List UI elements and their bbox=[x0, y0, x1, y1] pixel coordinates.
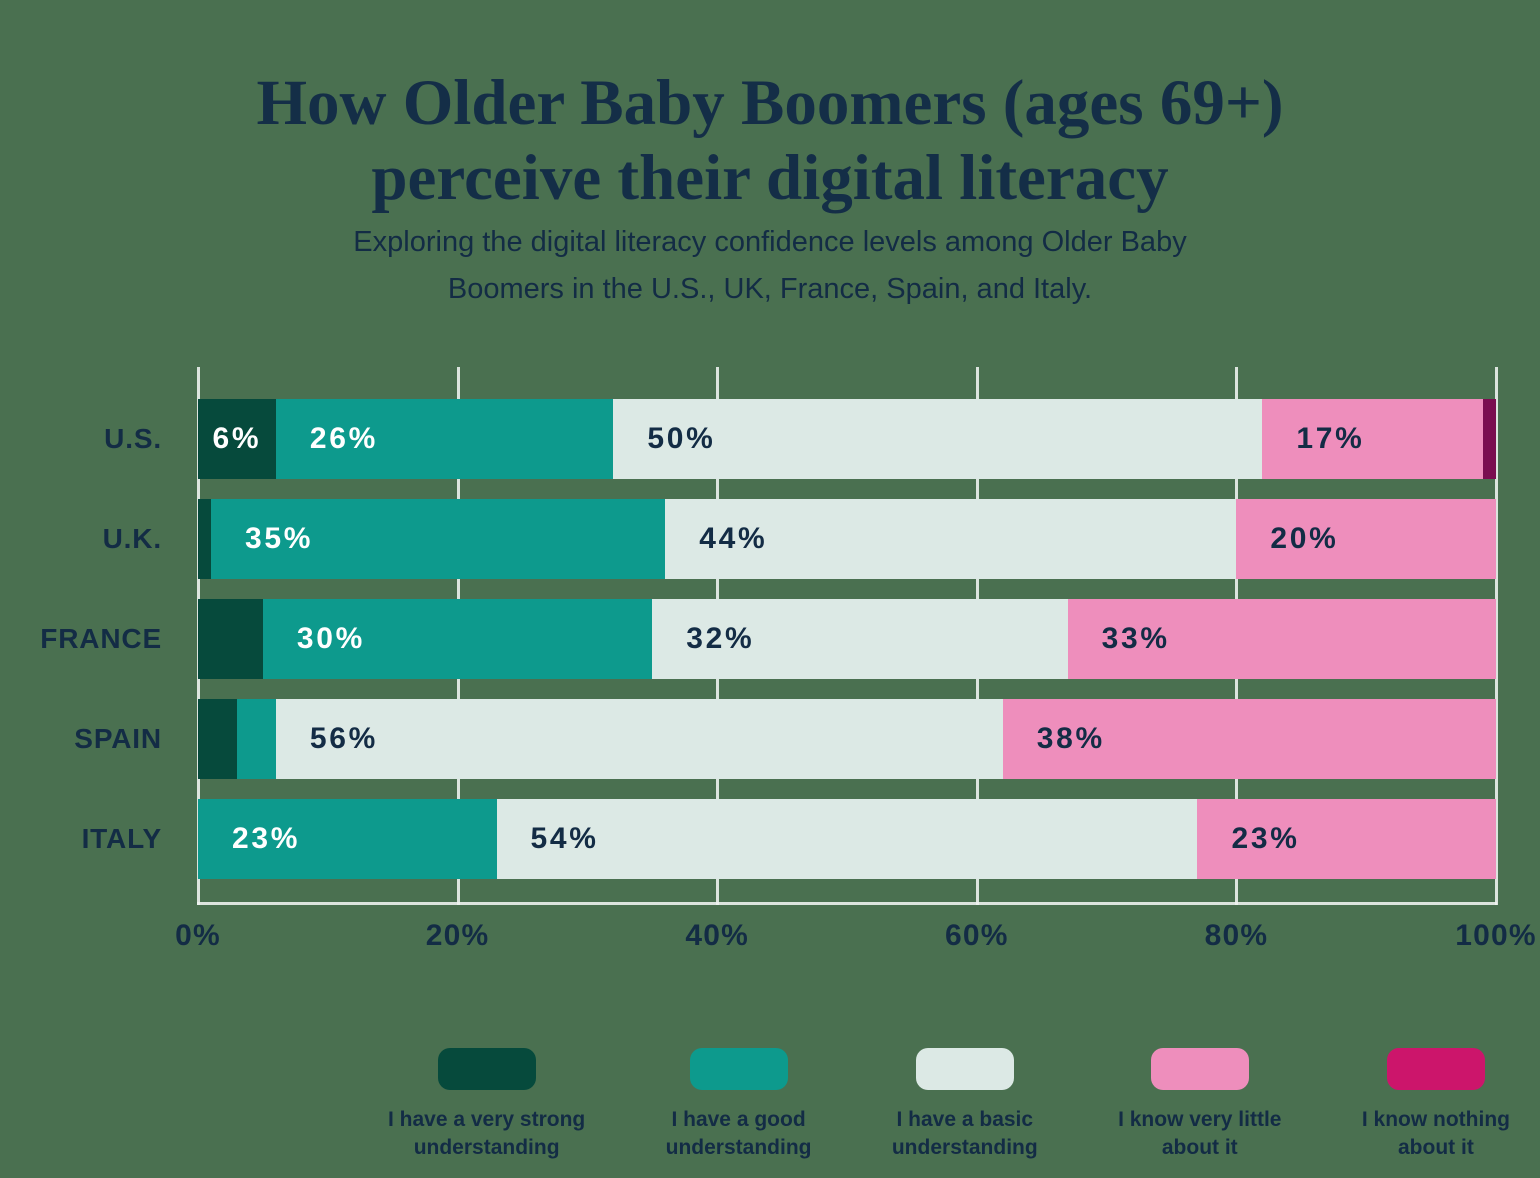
bar-value-label: 30% bbox=[296, 622, 366, 655]
x-tick-label: 0% bbox=[175, 919, 221, 952]
bar-segment: 30% bbox=[262, 599, 653, 679]
chart-subtitle-line1: Exploring the digital literacy confidenc… bbox=[353, 226, 1187, 258]
legend-label: I know very little about it bbox=[1118, 1108, 1282, 1160]
legend-item: I have a basic understanding bbox=[892, 1048, 1038, 1163]
bar-segment: 26% bbox=[275, 399, 614, 479]
bar-segment: 17% bbox=[1262, 399, 1483, 479]
bar-segment bbox=[198, 499, 211, 579]
bar-segment: 35% bbox=[210, 499, 666, 579]
chart-subtitle: Exploring the digital literacy confidenc… bbox=[0, 219, 1540, 313]
bar-row: 6% 26% 50% 17% bbox=[198, 399, 1496, 479]
chart-title-line2: perceive their digital literacy bbox=[371, 141, 1169, 214]
bar-row: 35% 44% 20% bbox=[198, 499, 1496, 579]
bar-value-label: 44% bbox=[699, 522, 768, 555]
x-tick-label: 60% bbox=[944, 919, 1009, 952]
category-label: ITALY bbox=[81, 823, 162, 854]
legend-swatch bbox=[437, 1048, 536, 1090]
bar-value-label: 20% bbox=[1270, 522, 1339, 555]
bar-segment: 23% bbox=[1197, 799, 1496, 879]
bar-segment: 44% bbox=[665, 499, 1237, 579]
legend-label: I know nothing about it bbox=[1361, 1108, 1510, 1160]
bar-segment bbox=[236, 699, 276, 779]
bar-value-label: 26% bbox=[309, 422, 379, 455]
bar-segment: 38% bbox=[1002, 699, 1496, 779]
bar-segment: 6% bbox=[198, 399, 276, 479]
bar-value-label: 54% bbox=[530, 822, 599, 855]
bar-segment: 20% bbox=[1236, 499, 1496, 579]
legend-swatch bbox=[915, 1048, 1014, 1090]
bar-segment bbox=[1483, 399, 1496, 479]
category-label: U.K. bbox=[102, 523, 162, 554]
category-label: U.S. bbox=[104, 423, 162, 454]
bar-value-label: 35% bbox=[244, 522, 314, 555]
gridline bbox=[1495, 367, 1498, 905]
bar-value-label: 33% bbox=[1101, 622, 1170, 655]
x-tick-label: 20% bbox=[425, 919, 490, 952]
bar-segment: 23% bbox=[198, 799, 497, 879]
legend: I have a very strong understanding I have… bbox=[388, 1048, 1510, 1163]
x-tick-label: 100% bbox=[1455, 919, 1537, 952]
bar-value-label: 50% bbox=[647, 422, 716, 455]
x-axis-baseline bbox=[197, 902, 1497, 905]
bar-segment: 32% bbox=[652, 599, 1068, 679]
bar-segment bbox=[198, 699, 237, 779]
bar-segment: 54% bbox=[496, 799, 1198, 879]
bar-value-label: 17% bbox=[1296, 422, 1365, 455]
chart-subtitle-line2: Boomers in the U.S., UK, France, Spain, … bbox=[447, 272, 1093, 305]
bar-value-label: 6% bbox=[212, 422, 262, 455]
bar-segment: 33% bbox=[1067, 599, 1496, 679]
legend-swatch bbox=[1150, 1048, 1249, 1090]
legend-swatch bbox=[689, 1048, 788, 1090]
legend-label: I have a good understanding bbox=[665, 1108, 812, 1160]
chart-title: How Older Baby Boomers (ages 69+) perceiv… bbox=[0, 66, 1540, 217]
bar-value-label: 38% bbox=[1036, 722, 1105, 755]
plot-area: 0% 20% 40% 60% 80% 100% U.S. 6% 26% 50% 17% U.K. 35%… bbox=[40, 367, 1536, 952]
legend-item: I have a very strong understanding bbox=[388, 1048, 585, 1163]
bar-row: 30% 32% 33% bbox=[198, 599, 1496, 679]
category-label: FRANCE bbox=[40, 623, 162, 654]
legend-label: I have a basic understanding bbox=[891, 1108, 1038, 1160]
chart-title-line1: How Older Baby Boomers (ages 69+) bbox=[256, 66, 1284, 139]
legend-label: I have a very strong understanding bbox=[388, 1108, 586, 1160]
bar-segment: 56% bbox=[275, 699, 1003, 779]
x-tick-label: 40% bbox=[685, 919, 750, 952]
bar-value-label: 23% bbox=[1231, 822, 1300, 855]
legend-item: I know very little about it bbox=[1118, 1048, 1281, 1163]
bar-row: 56% 38% bbox=[198, 699, 1496, 779]
bar-value-label: 56% bbox=[309, 722, 379, 755]
bar-value-label: 23% bbox=[232, 822, 301, 855]
bar-row: 23% 54% 23% bbox=[198, 799, 1496, 879]
bar-segment bbox=[198, 599, 263, 679]
legend-swatch bbox=[1386, 1048, 1485, 1090]
category-label: SPAIN bbox=[74, 723, 162, 754]
bar-segment: 50% bbox=[613, 399, 1263, 479]
legend-item: I know nothing about it bbox=[1362, 1048, 1510, 1163]
x-tick-label: 80% bbox=[1204, 919, 1269, 952]
legend-item: I have a good understanding bbox=[665, 1048, 812, 1163]
bar-value-label: 32% bbox=[686, 622, 755, 655]
